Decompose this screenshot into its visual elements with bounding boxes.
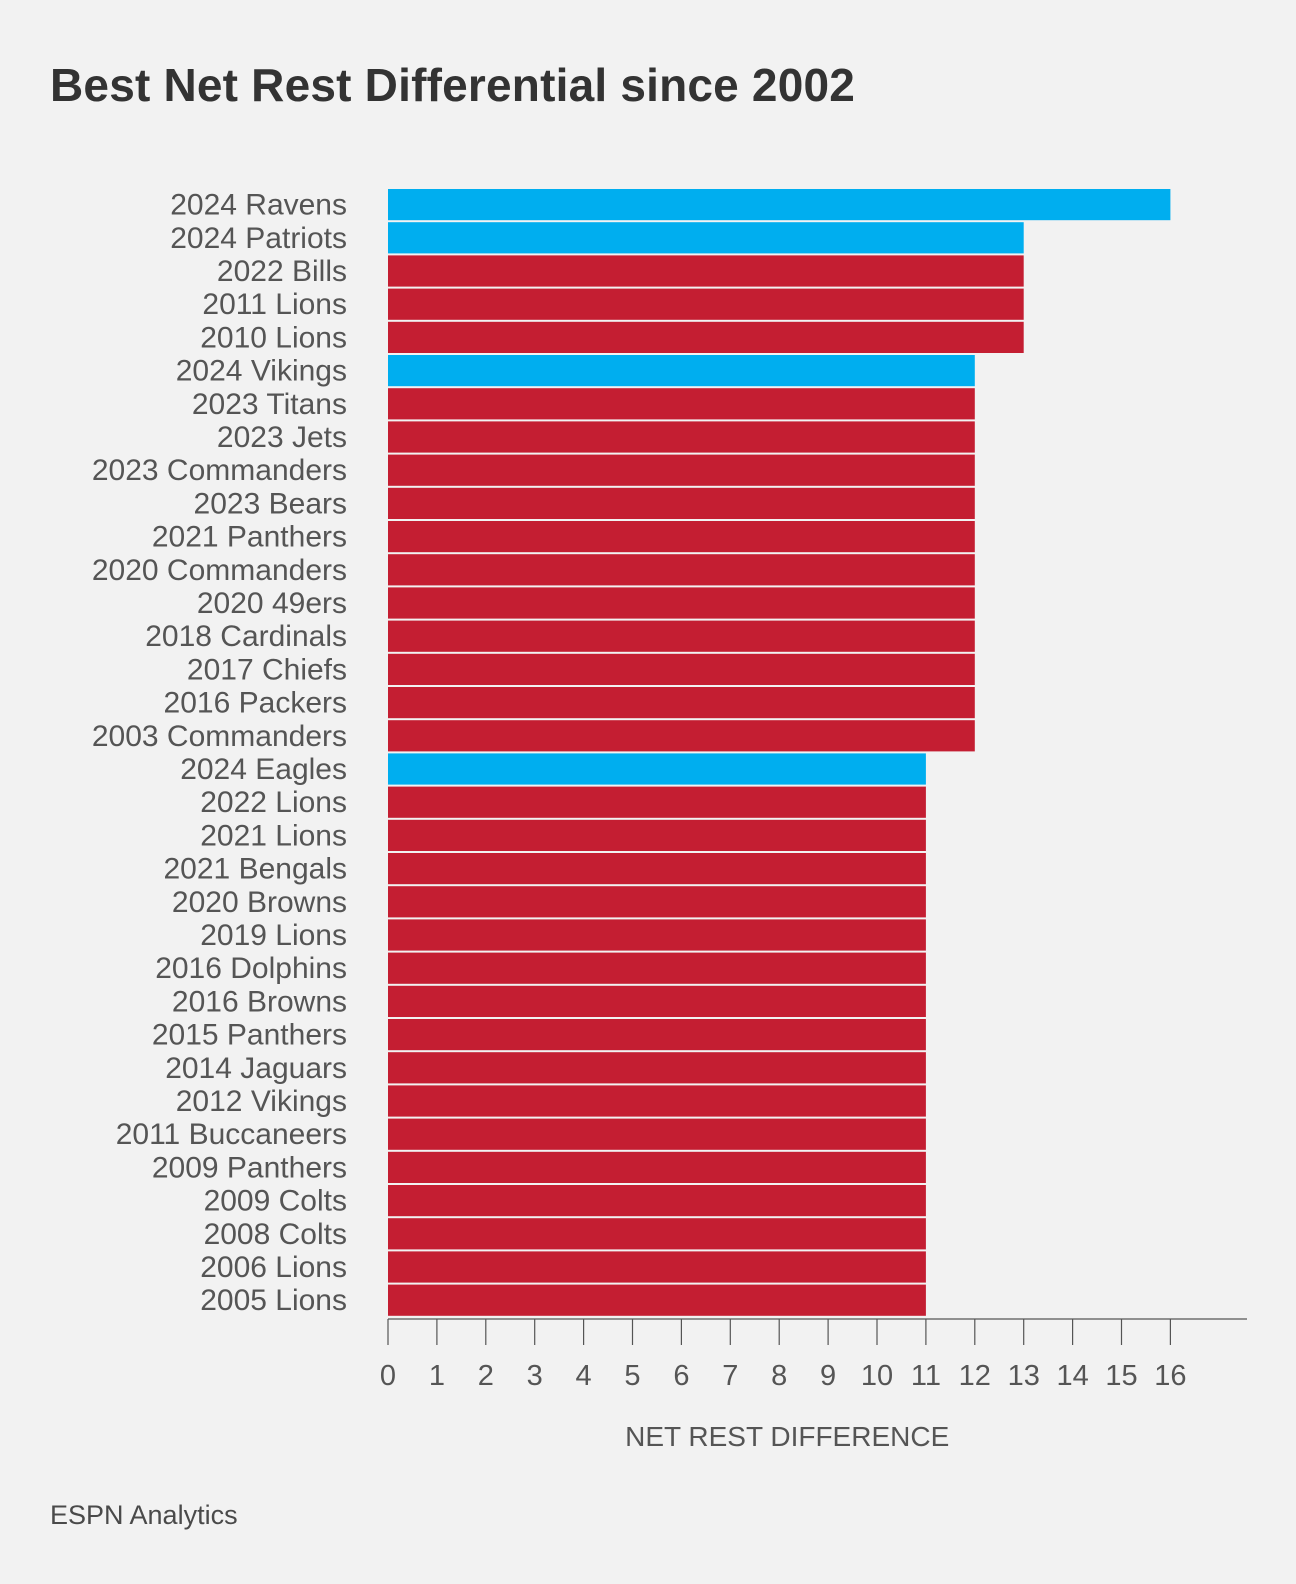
category-label: 2022 Lions — [200, 786, 347, 819]
bars-group — [388, 189, 1171, 1316]
bar — [388, 1251, 926, 1283]
x-tick-label: 5 — [624, 1360, 640, 1392]
chart-title: Best Net Rest Differential since 2002 — [50, 59, 856, 111]
category-label: 2021 Panthers — [152, 521, 347, 554]
bar — [388, 1085, 926, 1117]
category-label: 2011 Buccaneers — [116, 1118, 347, 1151]
category-label: 2023 Titans — [192, 388, 347, 421]
category-label: 2006 Lions — [200, 1251, 347, 1284]
source-credit: ESPN Analytics — [50, 1500, 238, 1530]
x-tick-label: 12 — [959, 1360, 991, 1392]
category-label: 2003 Commanders — [92, 720, 347, 753]
x-tick-label: 6 — [673, 1360, 689, 1392]
x-tick-label: 16 — [1154, 1360, 1186, 1392]
category-label: 2021 Lions — [200, 819, 347, 852]
category-label: 2018 Cardinals — [145, 620, 347, 653]
x-tick-label: 1 — [429, 1360, 445, 1392]
bar — [388, 288, 1024, 320]
category-label: 2016 Browns — [172, 985, 347, 1018]
x-axis-title: NET REST DIFFERENCE — [625, 1421, 949, 1452]
category-label: 2022 Bills — [217, 255, 347, 288]
category-label: 2010 Lions — [200, 321, 347, 354]
bar — [388, 554, 975, 586]
category-label: 2021 Bengals — [164, 853, 348, 886]
x-tick-label: 7 — [722, 1360, 738, 1392]
bar — [388, 1118, 926, 1150]
category-label: 2015 Panthers — [152, 1019, 347, 1052]
category-label: 2024 Vikings — [176, 355, 347, 388]
category-label: 2014 Jaguars — [165, 1052, 347, 1085]
category-label: 2009 Panthers — [152, 1151, 347, 1184]
category-label: 2019 Lions — [200, 919, 347, 952]
bar — [388, 687, 975, 719]
category-label: 2012 Vikings — [176, 1085, 347, 1118]
x-tick-label: 9 — [820, 1360, 836, 1392]
category-label: 2017 Chiefs — [187, 653, 347, 686]
x-axis: 0 1 2 3 4 5 6 7 8 9 10 11 12 13 14 15 16 — [380, 1318, 1247, 1392]
bar — [388, 853, 926, 885]
bar — [388, 1151, 926, 1183]
x-tick-label: 14 — [1056, 1360, 1088, 1392]
category-label: 2023 Bears — [194, 487, 347, 520]
x-tick-label: 11 — [911, 1360, 941, 1392]
category-label: 2020 49ers — [197, 587, 347, 620]
bar — [388, 620, 975, 652]
x-tick-label: 10 — [861, 1360, 893, 1392]
bar — [388, 421, 975, 453]
bar — [388, 1052, 926, 1084]
category-label: 2023 Commanders — [92, 454, 347, 487]
bar — [388, 753, 926, 785]
bar — [388, 1185, 926, 1217]
x-tick-label: 15 — [1105, 1360, 1137, 1392]
category-label: 2008 Colts — [204, 1218, 347, 1251]
category-label: 2024 Eagles — [180, 753, 347, 786]
bar — [388, 919, 926, 951]
category-label: 2005 Lions — [200, 1284, 347, 1317]
bar — [388, 952, 926, 984]
x-tick-label: 13 — [1008, 1360, 1040, 1392]
bar — [388, 720, 975, 752]
category-label: 2020 Browns — [172, 886, 347, 919]
category-label: 2016 Dolphins — [155, 952, 347, 985]
bar — [388, 255, 1024, 287]
bar — [388, 454, 975, 486]
bar — [388, 189, 1171, 221]
category-label: 2020 Commanders — [92, 554, 347, 587]
bar — [388, 786, 926, 818]
category-label: 2024 Ravens — [170, 189, 347, 222]
category-label: 2011 Lions — [202, 288, 347, 321]
bar — [388, 653, 975, 685]
category-label: 2009 Colts — [204, 1185, 347, 1218]
x-tick-label: 3 — [527, 1360, 543, 1392]
category-label: 2016 Packers — [164, 687, 347, 720]
bar — [388, 521, 975, 553]
bar — [388, 1284, 926, 1316]
x-tick-label: 4 — [576, 1360, 592, 1392]
category-label: 2024 Patriots — [170, 222, 347, 255]
bar — [388, 819, 926, 851]
bar — [388, 886, 926, 918]
bar — [388, 1019, 926, 1051]
bar — [388, 487, 975, 519]
bar — [388, 321, 1024, 353]
category-label: 2023 Jets — [217, 421, 347, 454]
x-tick-label: 0 — [380, 1360, 396, 1392]
bar — [388, 985, 926, 1017]
bar — [388, 355, 975, 387]
bar — [388, 222, 1024, 254]
x-tick-label: 8 — [771, 1360, 787, 1392]
bar — [388, 388, 975, 420]
bar — [388, 1218, 926, 1250]
x-tick-label: 2 — [478, 1360, 494, 1392]
bar — [388, 587, 975, 619]
